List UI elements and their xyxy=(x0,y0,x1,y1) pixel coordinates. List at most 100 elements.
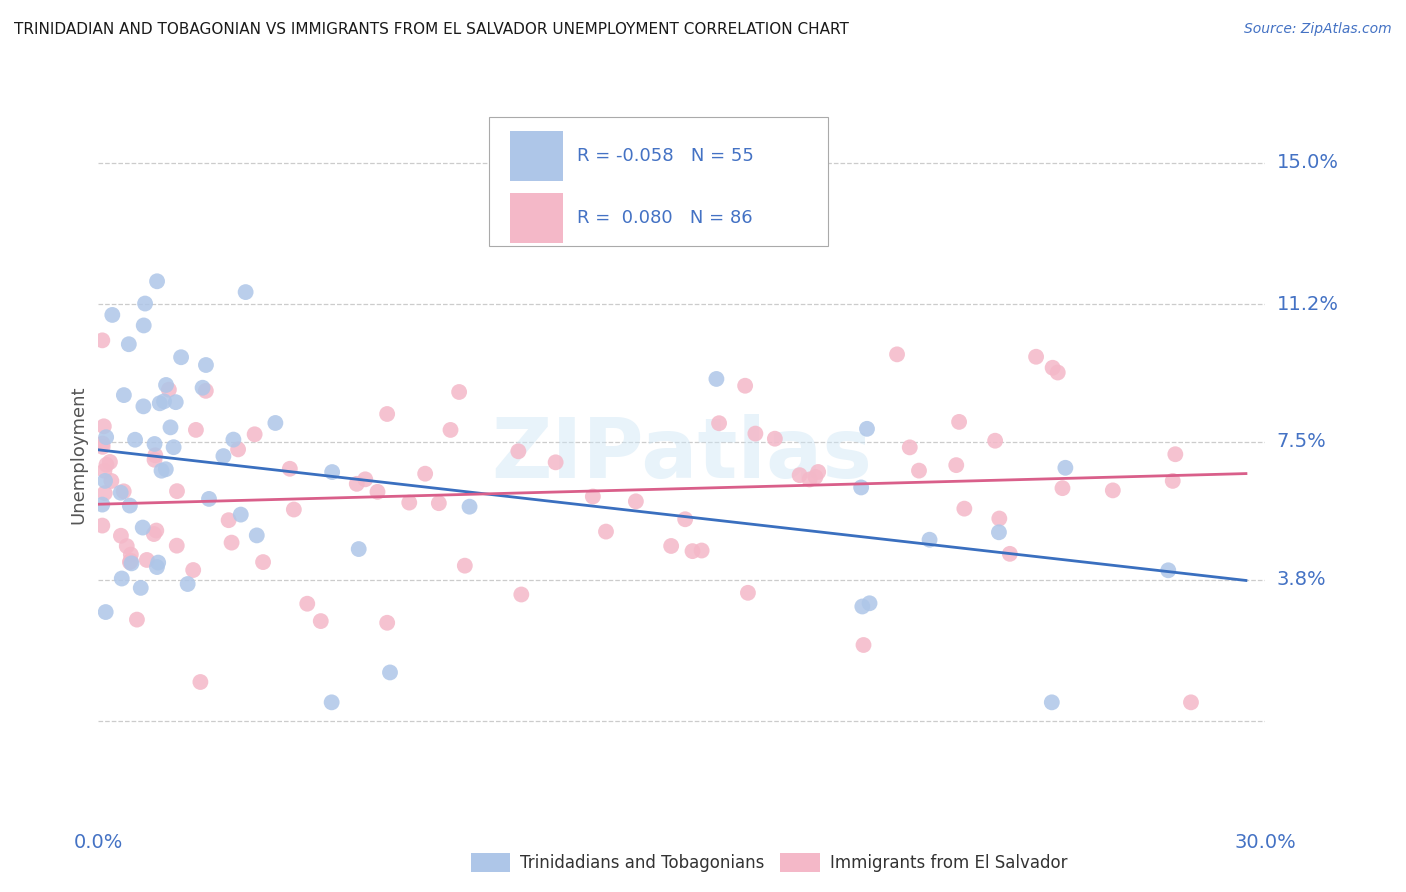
Point xyxy=(153,394,176,409)
Point xyxy=(146,274,169,288)
Point xyxy=(737,586,759,600)
Point xyxy=(1161,474,1184,488)
Point xyxy=(94,474,117,488)
Point xyxy=(118,337,141,351)
Point xyxy=(120,554,142,568)
Point xyxy=(309,614,332,628)
Point xyxy=(112,388,135,402)
Point xyxy=(1101,483,1123,498)
Point xyxy=(595,524,617,539)
Point xyxy=(852,638,875,652)
Point xyxy=(948,415,970,429)
Point xyxy=(176,577,198,591)
Point xyxy=(707,416,730,430)
Point xyxy=(145,524,167,538)
Point xyxy=(181,563,204,577)
Point xyxy=(763,432,786,446)
Point xyxy=(165,395,187,409)
Point xyxy=(129,581,152,595)
Point xyxy=(734,378,756,392)
Point xyxy=(170,350,193,364)
Point xyxy=(166,539,188,553)
Point xyxy=(120,548,142,562)
Point xyxy=(283,502,305,516)
Point xyxy=(157,383,180,397)
Point xyxy=(229,508,252,522)
Point xyxy=(191,381,214,395)
Point xyxy=(945,458,967,472)
Point xyxy=(222,433,245,447)
Point xyxy=(321,695,343,709)
Point xyxy=(98,455,121,469)
Point xyxy=(375,615,398,630)
Point xyxy=(124,433,146,447)
Point xyxy=(159,420,181,434)
Point xyxy=(856,422,879,436)
Point xyxy=(91,440,114,454)
Point xyxy=(987,525,1010,540)
Text: 11.2%: 11.2% xyxy=(1277,294,1339,314)
Point xyxy=(143,452,166,467)
Point xyxy=(162,440,184,454)
Point xyxy=(150,464,173,478)
Point xyxy=(375,407,398,421)
Point xyxy=(998,547,1021,561)
Point xyxy=(918,533,941,547)
Point xyxy=(1046,366,1069,380)
Point xyxy=(886,347,908,361)
Point xyxy=(91,436,114,450)
Point xyxy=(101,308,124,322)
Point xyxy=(91,518,114,533)
Point xyxy=(246,528,269,542)
Point xyxy=(1042,360,1064,375)
Point xyxy=(94,486,117,500)
Point xyxy=(582,490,605,504)
Point xyxy=(221,535,243,549)
Point xyxy=(898,441,921,455)
Text: TRINIDADIAN AND TOBAGONIAN VS IMMIGRANTS FROM EL SALVADOR UNEMPLOYMENT CORRELATI: TRINIDADIAN AND TOBAGONIAN VS IMMIGRANTS… xyxy=(14,22,849,37)
Point xyxy=(673,512,696,526)
Point xyxy=(449,384,471,399)
Point xyxy=(110,529,132,543)
Point xyxy=(706,372,728,386)
Point xyxy=(226,442,249,457)
Point xyxy=(346,476,368,491)
Point xyxy=(908,464,931,478)
Text: 15.0%: 15.0% xyxy=(1277,153,1339,172)
Point xyxy=(190,675,212,690)
Point xyxy=(1180,695,1202,709)
Point xyxy=(121,557,143,571)
Text: 3.8%: 3.8% xyxy=(1277,570,1326,589)
Point xyxy=(807,465,830,479)
Point xyxy=(91,334,114,348)
Point xyxy=(366,484,388,499)
Point xyxy=(510,587,533,601)
Point xyxy=(94,430,117,444)
Text: Immigrants from El Salvador: Immigrants from El Salvador xyxy=(830,854,1067,871)
Point xyxy=(194,384,217,398)
Point xyxy=(799,473,821,487)
Point xyxy=(624,494,647,508)
Point xyxy=(115,539,138,553)
Point xyxy=(155,462,177,476)
Point xyxy=(135,553,157,567)
Point xyxy=(112,484,135,499)
Point xyxy=(988,511,1011,525)
Point xyxy=(118,555,141,569)
Bar xyxy=(510,131,562,181)
Point xyxy=(146,560,169,574)
Point xyxy=(149,396,172,410)
Point xyxy=(398,495,420,509)
Text: R =  0.080   N = 86: R = 0.080 N = 86 xyxy=(576,210,752,227)
Text: Source: ZipAtlas.com: Source: ZipAtlas.com xyxy=(1244,22,1392,37)
Point xyxy=(354,472,377,486)
Point xyxy=(1040,695,1063,709)
Point xyxy=(508,444,530,458)
Point xyxy=(858,596,880,610)
Point xyxy=(378,665,401,680)
Point xyxy=(198,491,221,506)
Point xyxy=(1164,447,1187,461)
Point xyxy=(166,484,188,499)
Point xyxy=(659,539,682,553)
Point xyxy=(278,462,301,476)
